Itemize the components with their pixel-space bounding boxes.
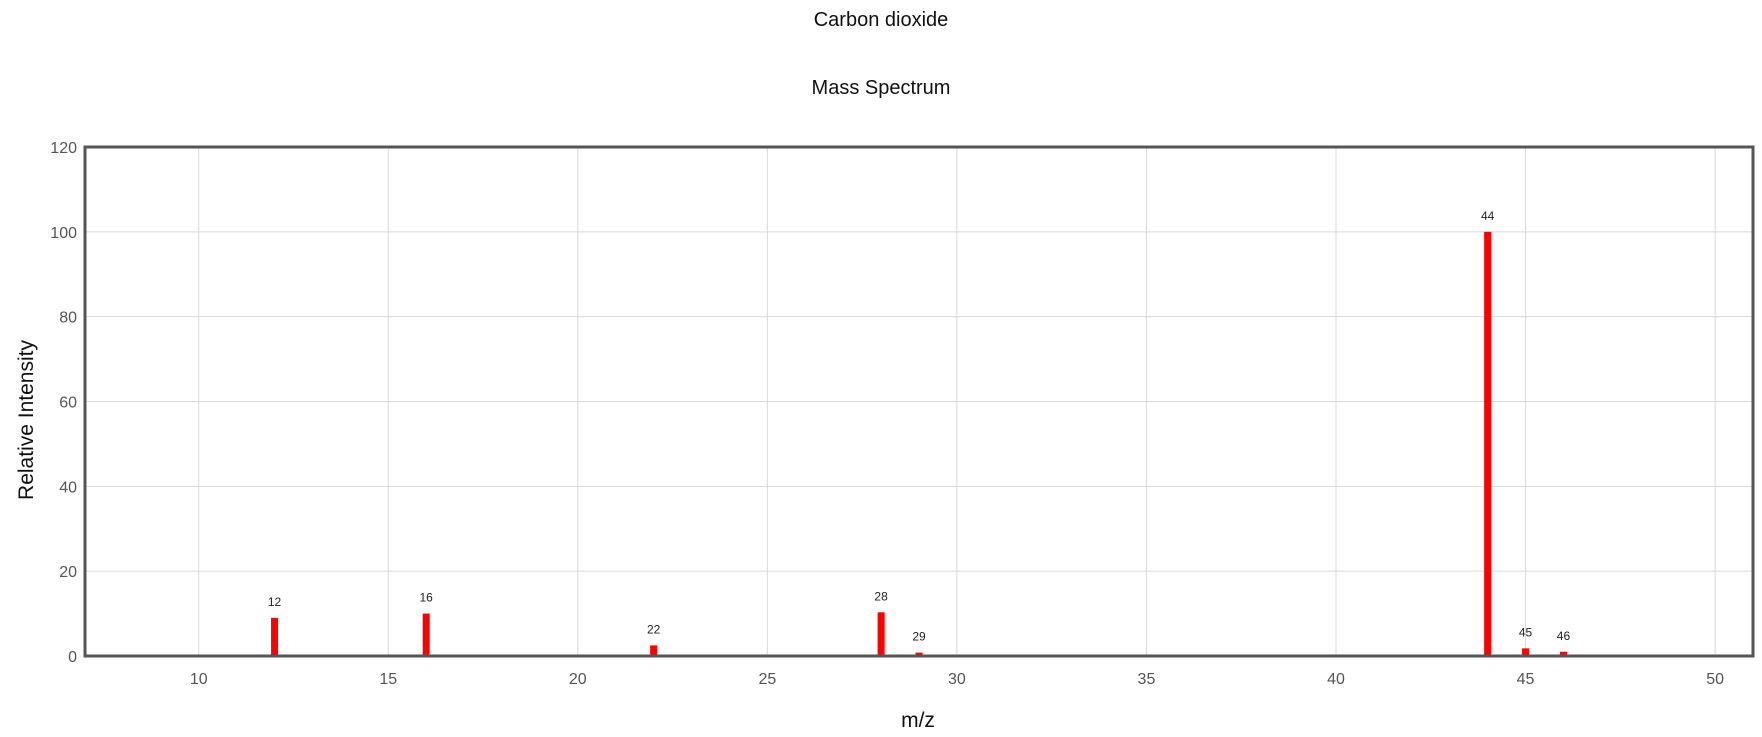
chart-subtitle: Mass Spectrum	[812, 77, 951, 99]
x-tick-label: 40	[1327, 671, 1345, 688]
x-axis-ticks: 10 15 20 25 30 35 40 45 50	[190, 671, 1724, 688]
spectrum-peak-bar	[650, 645, 658, 656]
peak-label: 46	[1557, 629, 1571, 643]
chart-title: Carbon dioxide	[814, 9, 949, 31]
x-tick-label: 35	[1138, 671, 1156, 688]
peak-label: 22	[647, 622, 661, 636]
y-tick-label: 40	[59, 479, 77, 496]
x-tick-label: 10	[190, 671, 208, 688]
plot-frame	[83, 145, 1755, 658]
x-tick-label: 25	[758, 671, 776, 688]
y-tick-label: 60	[59, 395, 77, 412]
peak-label: 44	[1481, 209, 1495, 223]
y-axis-title: Relative Intensity	[15, 340, 38, 500]
spectrum-peak-bar	[271, 617, 279, 656]
peak-label: 29	[912, 630, 926, 644]
x-tick-label: 50	[1706, 671, 1724, 688]
y-tick-label: 120	[50, 140, 77, 157]
x-tick-label: 30	[948, 671, 966, 688]
spectrum-peak-bar	[1522, 648, 1530, 656]
peak-labels: 12 16 22 28 29 44 45 46	[268, 209, 1571, 644]
peak-label: 16	[420, 591, 434, 605]
y-tick-label: 20	[59, 564, 77, 581]
spectrum-peak-bar	[915, 652, 923, 656]
spectrum-peak-bar	[877, 612, 885, 656]
peak-label: 28	[874, 589, 888, 603]
x-tick-label: 15	[379, 671, 397, 688]
peak-label: 45	[1519, 625, 1533, 639]
x-tick-label: 20	[569, 671, 587, 688]
spectrum-peaks	[271, 231, 1567, 657]
peak-label: 12	[268, 595, 282, 609]
x-axis-title: m/z	[901, 709, 935, 732]
spectrum-peak-bar	[1559, 651, 1567, 656]
y-axis-ticks: 0 20 40 60 80 100 120	[50, 140, 77, 666]
spectrum-peak-bar	[422, 613, 430, 656]
spectrum-peak-bar	[1484, 231, 1492, 657]
grid-lines	[85, 146, 1753, 657]
y-tick-label: 100	[50, 225, 77, 242]
x-tick-label: 45	[1517, 671, 1535, 688]
y-tick-label: 0	[68, 649, 77, 666]
y-tick-label: 80	[59, 310, 77, 327]
